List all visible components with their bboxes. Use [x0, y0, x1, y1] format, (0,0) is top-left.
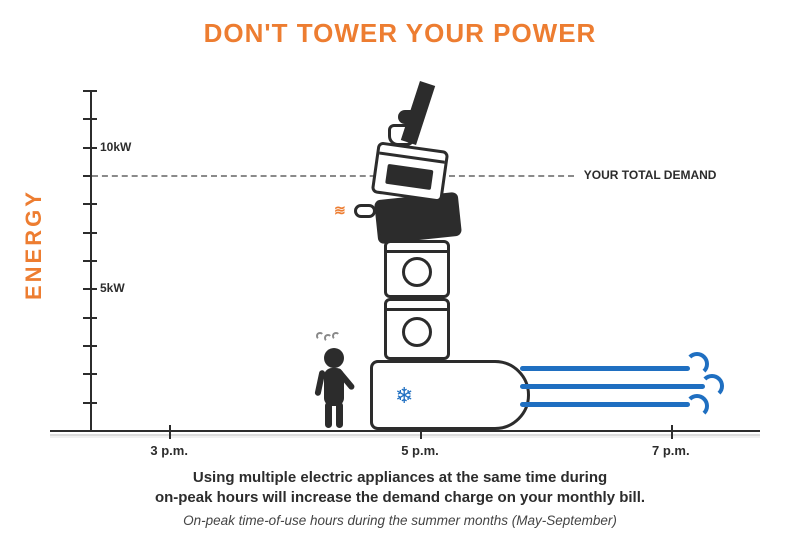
y-tick — [83, 373, 97, 375]
y-tick — [83, 288, 97, 290]
y-tick — [83, 118, 97, 120]
tv-icon — [374, 192, 462, 245]
caption-line-1: Using multiple electric appliances at th… — [0, 468, 800, 488]
gamepad-icon — [398, 110, 424, 124]
appliance-tower: ❄ — [370, 90, 530, 430]
caption-line-2: on-peak hours will increase the demand c… — [0, 488, 800, 508]
caption: Using multiple electric appliances at th… — [0, 468, 800, 528]
caption-subline: On-peak time-of-use hours during the sum… — [0, 513, 800, 528]
confusion-squiggle-icon — [316, 332, 348, 342]
x-tick-label: 5 p.m. — [401, 443, 439, 458]
y-tick — [83, 90, 97, 92]
hairdryer-icon: ≋ — [348, 204, 378, 226]
dryer-icon — [384, 240, 450, 298]
ac-unit-icon: ❄ — [370, 360, 530, 430]
y-axis-label: ENERGY — [21, 189, 47, 300]
x-tick-label: 7 p.m. — [652, 443, 690, 458]
y-tick — [83, 317, 97, 319]
x-tick-label: 3 p.m. — [150, 443, 188, 458]
y-tick-label: 5kW — [100, 281, 125, 295]
person-icon — [320, 348, 350, 430]
x-tick — [671, 425, 673, 439]
y-tick — [83, 345, 97, 347]
y-tick — [83, 147, 97, 149]
chart-area: 5kW10kW 3 p.m.5 p.m.7 p.m. YOUR TOTAL DE… — [90, 90, 750, 430]
y-tick — [83, 260, 97, 262]
infographic-canvas: DON'T TOWER YOUR POWER ENERGY 5kW 10kW 3 … — [0, 0, 800, 533]
y-tick-label: 10kW — [100, 140, 131, 154]
y-tick — [83, 203, 97, 205]
headline: DON'T TOWER YOUR POWER — [0, 18, 800, 49]
x-tick — [169, 425, 171, 439]
wind-icon — [520, 354, 740, 424]
oven-icon — [371, 141, 450, 203]
washer-icon — [384, 298, 450, 360]
y-tick — [83, 232, 97, 234]
x-axis — [50, 430, 760, 432]
demand-label: YOUR TOTAL DEMAND — [584, 168, 717, 182]
snowflake-icon: ❄ — [395, 385, 413, 407]
y-tick — [83, 402, 97, 404]
